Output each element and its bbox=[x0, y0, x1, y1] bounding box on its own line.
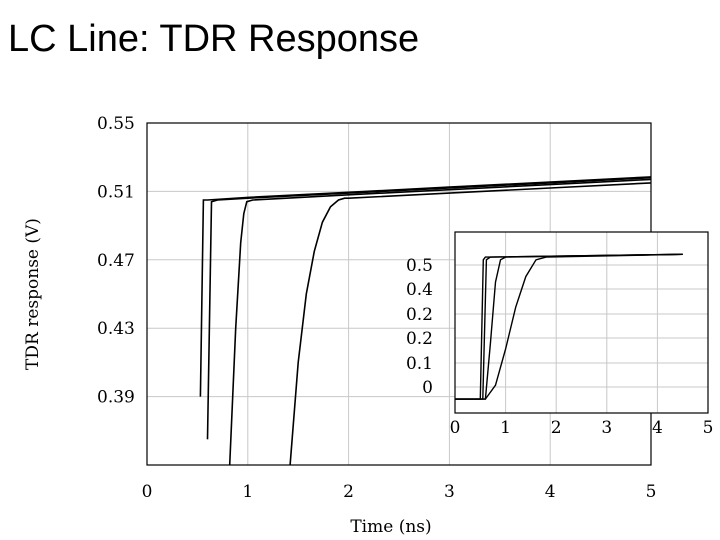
y-tick-label: 0.47 bbox=[97, 251, 135, 271]
y-tick-label: 0.39 bbox=[97, 388, 135, 408]
x-tick-label: 0 bbox=[142, 482, 153, 502]
x-tick-label: 3 bbox=[444, 482, 455, 502]
slide-title: LC Line: TDR Response bbox=[8, 18, 420, 60]
y-tick-label: 0.5 bbox=[406, 256, 433, 276]
plot-frame bbox=[454, 231, 709, 414]
x-axis-label: Time (ns) bbox=[350, 517, 431, 537]
x-tick-label: 3 bbox=[601, 418, 612, 438]
x-tick-label: 4 bbox=[545, 482, 556, 502]
y-tick-label: 0.55 bbox=[97, 114, 135, 134]
x-tick-label: 1 bbox=[242, 482, 253, 502]
y-tick-label: 0.2 bbox=[406, 305, 433, 325]
series-line-2 bbox=[206, 176, 651, 440]
x-tick-label: 2 bbox=[343, 482, 354, 502]
y-tick-label: 0.2 bbox=[406, 329, 433, 349]
x-tick-label: 1 bbox=[500, 418, 511, 438]
y-tick-label: 0.43 bbox=[97, 319, 135, 339]
y-tick-label: 0 bbox=[422, 378, 433, 398]
y-tick-label: 0.1 bbox=[406, 354, 433, 374]
y-axis-label: TDR response (V) bbox=[23, 218, 43, 370]
series-line-4 bbox=[289, 182, 651, 465]
x-tick-label: 0 bbox=[450, 418, 461, 438]
y-tick-label: 0.4 bbox=[406, 280, 433, 300]
x-tick-label: 5 bbox=[703, 418, 714, 438]
plot-background bbox=[455, 232, 708, 413]
series-line-3 bbox=[228, 178, 651, 465]
x-tick-label: 5 bbox=[646, 482, 657, 502]
inset-plot: 0 1 2 3 4 5 0.5 0.4 0.2 0.2 0.1 0 bbox=[406, 231, 714, 438]
x-tick-label: 2 bbox=[551, 418, 562, 438]
y-tick-label: 0.51 bbox=[97, 182, 135, 202]
series-line-4 bbox=[455, 253, 683, 400]
x-tick-label: 4 bbox=[652, 418, 663, 438]
